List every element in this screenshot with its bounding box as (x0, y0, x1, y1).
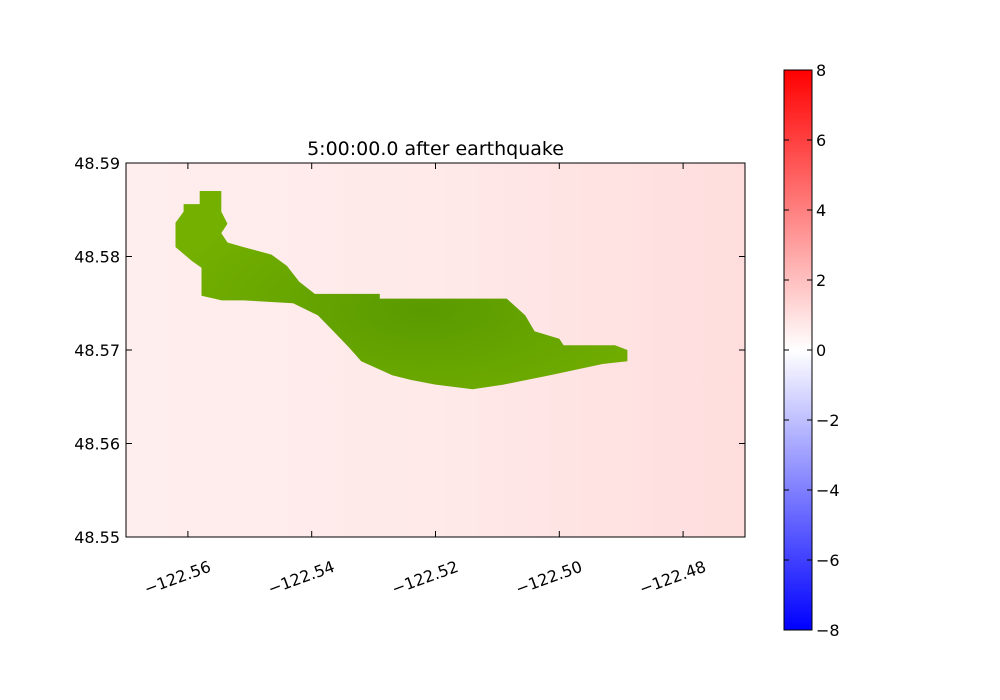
colorbar-tick-label: 2 (816, 271, 826, 290)
land-mask (175, 191, 628, 390)
plot-area (125, 162, 746, 538)
colorbar-tick-label: 6 (816, 131, 826, 150)
colorbar-tick-label: 4 (816, 201, 826, 220)
x-tick-label: −122.48 (637, 557, 709, 599)
colorbar-tick-label: 8 (816, 61, 826, 80)
x-tick-label: −122.52 (389, 557, 461, 599)
y-tick-label: 48.56 (74, 435, 120, 454)
y-tick-label: 48.58 (74, 248, 120, 267)
colorbar-ticks: 8 6 4 2 0 −2 −4 −6 −8 (784, 61, 840, 640)
y-tick-label: 48.59 (74, 154, 120, 173)
x-tick-label: −122.54 (265, 557, 337, 599)
chart-title: 5:00:00.0 after earthquake (307, 138, 564, 160)
x-tick-label: −122.56 (142, 557, 214, 599)
colorbar-tick-label: −4 (816, 481, 840, 500)
colorbar-tick-label: −6 (816, 551, 840, 570)
x-tick-label: −122.50 (513, 557, 585, 599)
colorbar-tick-label: 0 (816, 341, 826, 360)
y-axis: 48.55 48.56 48.57 48.58 48.59 (74, 154, 745, 547)
colorbar-tick-label: −2 (816, 411, 840, 430)
colorbar: 8 6 4 2 0 −2 −4 −6 −8 (783, 61, 840, 640)
y-tick-label: 48.55 (74, 528, 120, 547)
y-tick-label: 48.57 (74, 341, 120, 360)
colorbar-tick-label: −8 (816, 621, 840, 640)
